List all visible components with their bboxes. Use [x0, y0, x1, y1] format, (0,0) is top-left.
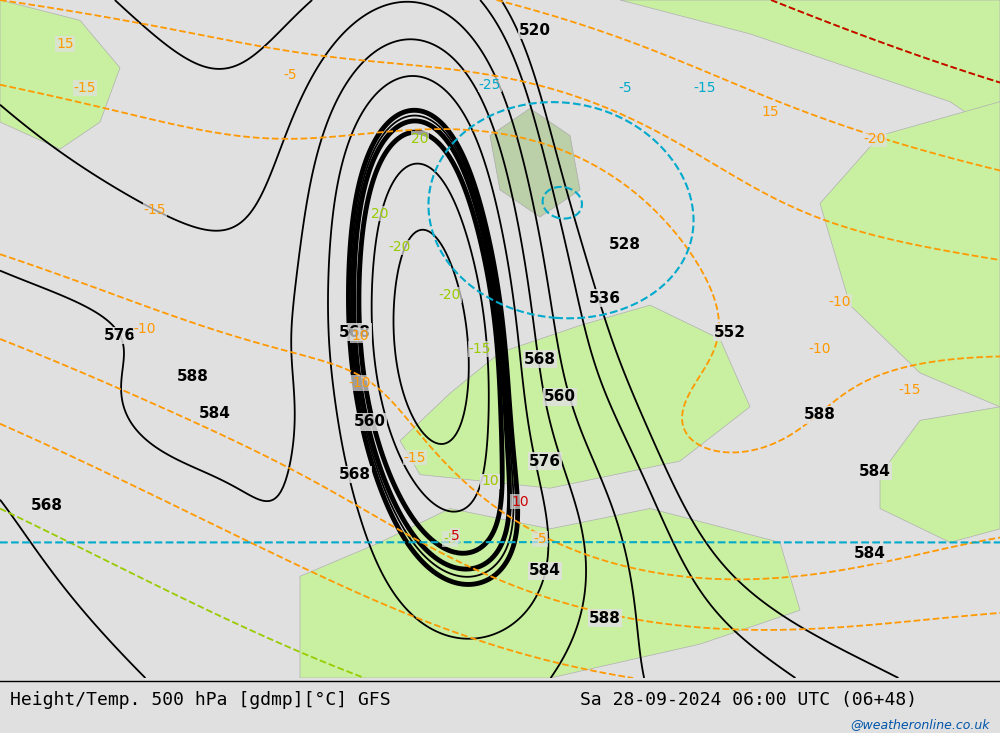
- Polygon shape: [620, 0, 1000, 136]
- Text: -10: -10: [829, 295, 851, 309]
- Polygon shape: [300, 509, 800, 678]
- Text: -20: -20: [439, 288, 461, 302]
- Polygon shape: [490, 108, 580, 217]
- Text: -10: -10: [349, 376, 371, 390]
- Text: 15: 15: [761, 105, 779, 119]
- Text: 552: 552: [714, 325, 746, 339]
- Text: -5: -5: [283, 67, 297, 81]
- Text: -20: -20: [864, 132, 886, 146]
- Text: 568: 568: [339, 325, 371, 339]
- Text: -15: -15: [899, 383, 921, 397]
- Text: Sa 28-09-2024 06:00 UTC (06+48): Sa 28-09-2024 06:00 UTC (06+48): [580, 691, 917, 709]
- Text: 10: 10: [481, 474, 499, 488]
- Text: 584: 584: [199, 406, 231, 421]
- Text: 588: 588: [177, 369, 209, 384]
- Text: -15: -15: [144, 203, 166, 217]
- Polygon shape: [0, 0, 120, 149]
- Text: -15: -15: [694, 81, 716, 95]
- Text: 528: 528: [609, 237, 641, 251]
- Polygon shape: [490, 108, 580, 217]
- Text: 10: 10: [481, 474, 499, 488]
- Text: 568: 568: [339, 467, 371, 482]
- Text: 584: 584: [859, 464, 891, 479]
- Text: -25: -25: [479, 78, 501, 92]
- Text: Height/Temp. 500 hPa [gdmp][°C] GFS: Height/Temp. 500 hPa [gdmp][°C] GFS: [10, 691, 391, 709]
- Text: -20: -20: [389, 240, 411, 254]
- Polygon shape: [820, 102, 1000, 407]
- Text: 588: 588: [589, 611, 621, 626]
- Text: 20: 20: [411, 132, 429, 146]
- Polygon shape: [400, 305, 750, 488]
- Text: -5: -5: [443, 532, 457, 546]
- Text: 576: 576: [104, 328, 136, 343]
- Text: 568: 568: [31, 498, 63, 512]
- Polygon shape: [880, 407, 1000, 542]
- Text: 10: 10: [351, 328, 369, 342]
- Text: 520: 520: [519, 23, 551, 38]
- Text: 588: 588: [804, 408, 836, 422]
- Text: -15: -15: [469, 342, 491, 356]
- Text: 15: 15: [56, 37, 74, 51]
- Text: 560: 560: [354, 414, 386, 430]
- Text: -15: -15: [74, 81, 96, 95]
- Text: 560: 560: [544, 389, 576, 404]
- Text: 584: 584: [854, 546, 886, 561]
- Text: 568: 568: [524, 352, 556, 366]
- Text: @weatheronline.co.uk: @weatheronline.co.uk: [850, 718, 990, 732]
- Text: 20: 20: [371, 207, 389, 221]
- Text: 584: 584: [529, 564, 561, 578]
- Text: -15: -15: [404, 451, 426, 465]
- Text: -10: -10: [134, 322, 156, 336]
- Text: 576: 576: [529, 454, 561, 468]
- Text: -10: -10: [809, 342, 831, 356]
- Text: -5: -5: [533, 532, 547, 546]
- Text: 5: 5: [451, 528, 459, 542]
- Text: 10: 10: [511, 495, 529, 509]
- Text: -5: -5: [618, 81, 632, 95]
- Text: 536: 536: [589, 291, 621, 306]
